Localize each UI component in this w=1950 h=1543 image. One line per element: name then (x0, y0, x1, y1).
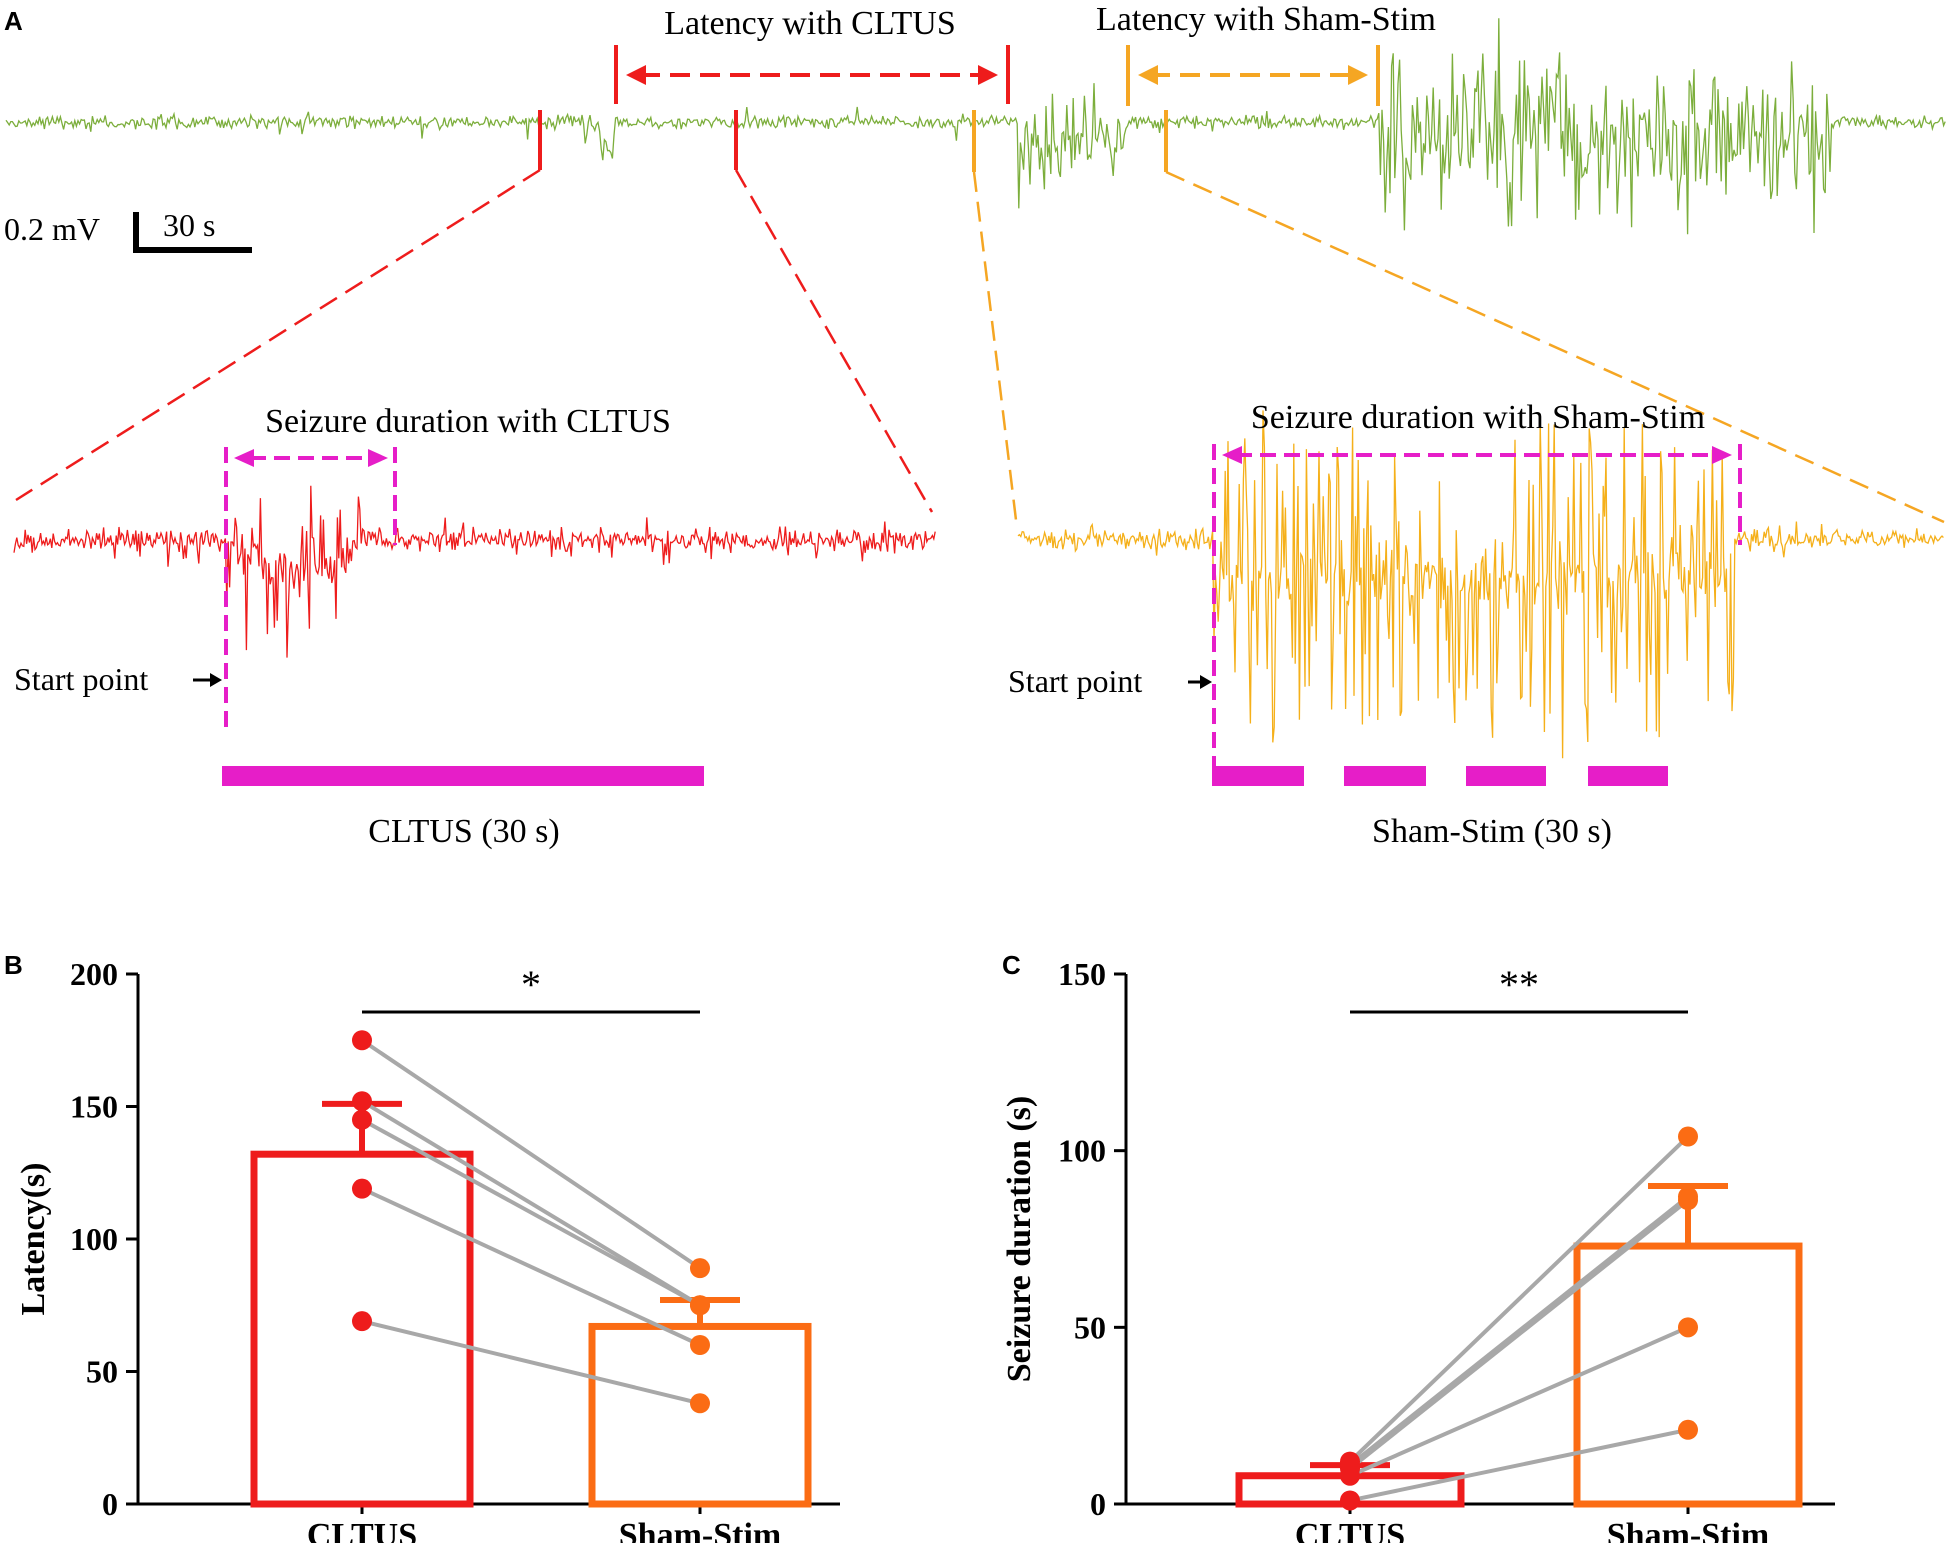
scale-voltage-label: 0.2 mV (4, 211, 100, 247)
data-point-sham-4 (1678, 1317, 1698, 1338)
significance-marker: ** (1499, 962, 1539, 1007)
sham-stimulation-label: Sham-Stim (30 s) (1372, 813, 1612, 850)
x-tick-label-sham-stim: Sham-Stim (619, 1517, 781, 1543)
y-tick-label: 0 (1090, 1486, 1106, 1522)
y-tick-label: 150 (1058, 956, 1106, 992)
y-tick-label: 100 (70, 1221, 118, 1257)
paired-line-2 (1348, 1195, 1690, 1467)
paired-line-4 (361, 1186, 701, 1347)
data-point-cltus-1 (352, 1030, 372, 1051)
cltus-start-point-label: Start point (14, 661, 148, 697)
scale-bar (133, 212, 252, 253)
zoom-connector-sham-left (972, 171, 1018, 521)
paired-line-2 (360, 1099, 702, 1307)
sham-duration-title: Seizure duration with Sham-Stim (1251, 399, 1705, 436)
data-point-cltus-5 (352, 1311, 372, 1332)
sham-start-arrow (1188, 675, 1212, 689)
panel-b-latency-chart: B 0 50 100 150 200 Latency(s) CLTUS Sham-Stim * (4, 950, 840, 1543)
cltus-stimulation-bar (222, 766, 704, 786)
cltus-duration-bracket (224, 447, 397, 728)
panel-label-c: C (1002, 950, 1021, 980)
paired-line-1 (1348, 1135, 1690, 1464)
x-tick-label-cltus: CLTUS (1295, 1517, 1405, 1543)
paired-line-1 (360, 1038, 702, 1270)
scale-time-label: 30 s (163, 207, 215, 243)
data-point-cltus-4 (1340, 1465, 1360, 1486)
y-tick-label: 150 (70, 1089, 118, 1125)
data-point-sham-5 (690, 1393, 710, 1414)
eeg-trace-sham (1017, 410, 1944, 759)
latency-sham-bracket (1126, 45, 1380, 106)
paired-line-5 (1349, 1427, 1689, 1503)
data-point-cltus-3 (352, 1109, 372, 1130)
x-tick-label-sham-stim: Sham-Stim (1607, 1517, 1769, 1543)
bar-sham-stim (1573, 1242, 1803, 1508)
y-tick-label: 50 (86, 1354, 118, 1390)
zoom-connector-cltus-left (15, 168, 541, 502)
paired-line-4 (1349, 1325, 1689, 1478)
data-point-sham-5 (1678, 1419, 1698, 1440)
data-point-sham-4 (690, 1335, 710, 1355)
y-tick-label: 50 (1074, 1309, 1106, 1345)
y-tick-label: 100 (1058, 1133, 1106, 1169)
y-tick-label: 0 (102, 1486, 118, 1522)
y-axis-label: Latency(s) (15, 1163, 52, 1316)
data-point-cltus-4 (352, 1178, 372, 1199)
y-axis-label: Seizure duration (s) (1001, 1096, 1038, 1382)
x-tick-label-cltus: CLTUS (307, 1517, 417, 1543)
cltus-duration-title: Seizure duration with CLTUS (265, 403, 671, 440)
panel-label-b: B (4, 950, 23, 980)
panel-c-duration-chart: C 0 50 100 150 Seizure duration (s) CLTUS Sham-… (1001, 950, 1835, 1543)
sham-stimulation-bar (1212, 766, 1668, 786)
sham-start-point-label: Start point (1008, 663, 1142, 699)
paired-line-5 (361, 1319, 701, 1406)
data-point-cltus-5 (1340, 1490, 1360, 1511)
panel-label-a: A (4, 6, 23, 36)
data-point-sham-1 (690, 1258, 710, 1279)
cltus-stimulation-label: CLTUS (30 s) (368, 813, 559, 850)
significance-marker: * (521, 962, 541, 1007)
paired-line-3 (1348, 1198, 1690, 1471)
data-point-sham-3 (1678, 1190, 1698, 1211)
zoom-connector-sham-right (1165, 170, 1945, 524)
data-point-cltus-2 (352, 1091, 372, 1112)
latency-sham-label: Latency with Sham-Stim (1096, 1, 1436, 38)
cltus-start-arrow (193, 673, 222, 687)
latency-cltus-label: Latency with CLTUS (664, 5, 956, 42)
zoom-connector-cltus-right (734, 169, 934, 513)
paired-line-3 (361, 1117, 701, 1308)
sham-duration-bracket (1212, 444, 1742, 785)
y-tick-label: 200 (70, 956, 118, 992)
data-point-sham-1 (1678, 1126, 1698, 1147)
latency-cltus-bracket (614, 45, 1010, 104)
data-point-sham-3 (690, 1295, 710, 1316)
eeg-trace-cltus (13, 485, 936, 658)
